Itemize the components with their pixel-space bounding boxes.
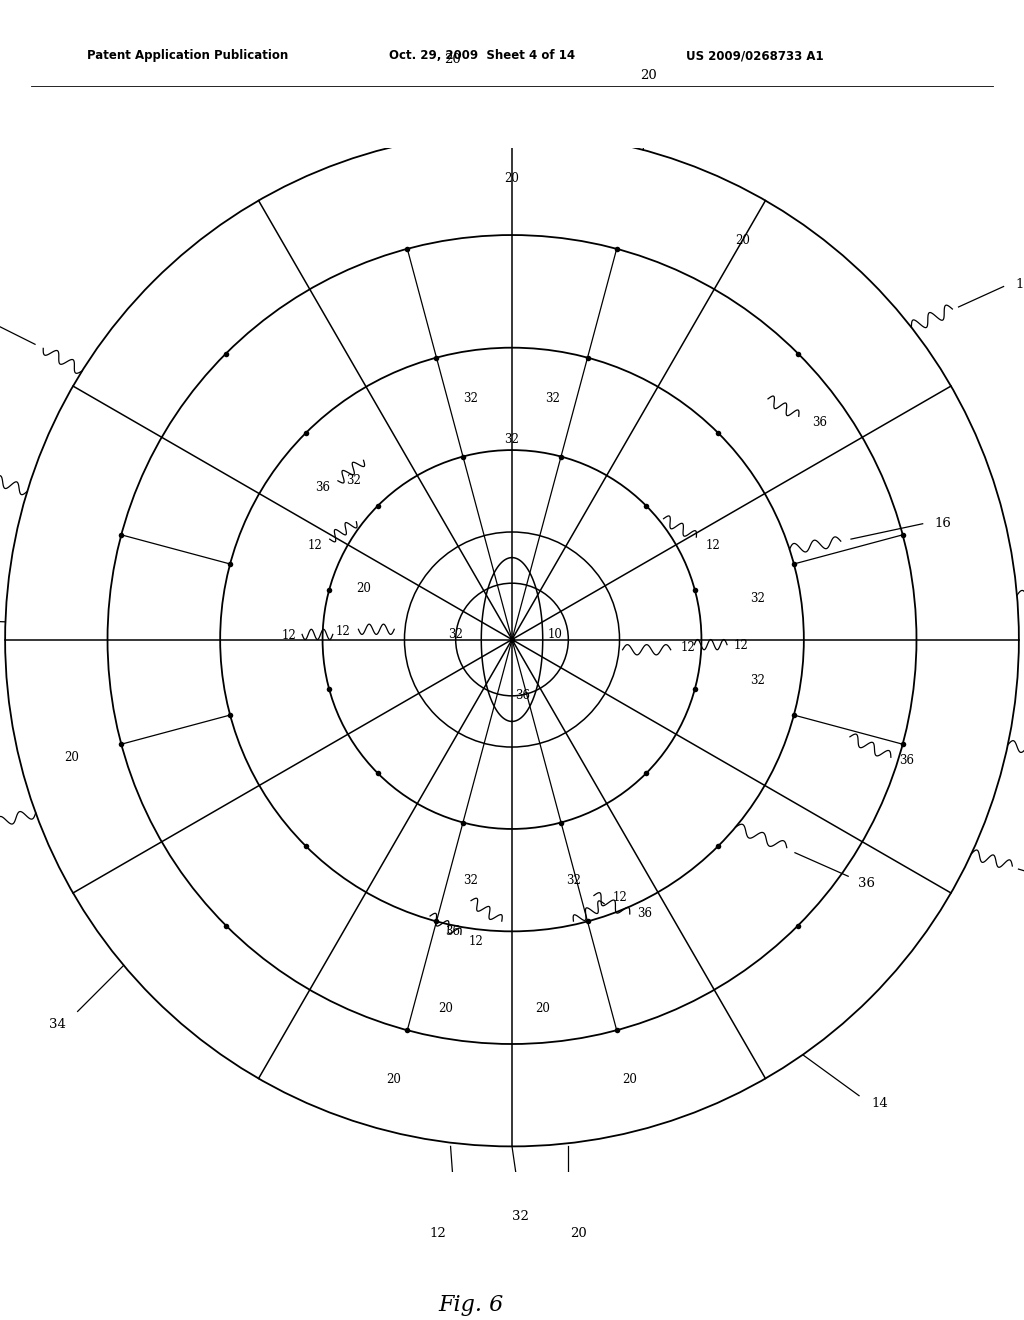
Text: 12: 12 [308, 539, 323, 552]
Text: US 2009/0268733 A1: US 2009/0268733 A1 [686, 49, 823, 62]
Text: 14: 14 [871, 1097, 888, 1110]
Text: 12: 12 [734, 639, 749, 652]
Text: 36: 36 [812, 416, 826, 429]
Text: 32: 32 [449, 628, 463, 642]
Text: 12: 12 [469, 935, 483, 948]
Text: 32: 32 [505, 433, 519, 446]
Text: 12: 12 [282, 628, 296, 642]
Text: 12: 12 [430, 1228, 446, 1239]
Text: 20: 20 [536, 1002, 550, 1015]
Text: 20: 20 [438, 1002, 453, 1015]
Text: 12: 12 [612, 891, 627, 904]
Text: Fig. 6: Fig. 6 [438, 1294, 504, 1316]
Text: 36: 36 [445, 925, 460, 937]
Text: 36: 36 [638, 907, 652, 920]
Text: 12: 12 [1016, 279, 1024, 290]
Text: 32: 32 [464, 392, 478, 405]
Text: 20: 20 [356, 582, 371, 595]
Text: 20: 20 [623, 1073, 637, 1086]
Text: 32: 32 [751, 593, 765, 605]
Text: 16: 16 [935, 517, 951, 531]
Text: 36: 36 [315, 482, 330, 495]
Text: 12: 12 [336, 624, 350, 638]
Text: 34: 34 [49, 1018, 66, 1031]
Text: 20: 20 [443, 53, 461, 66]
Text: 20: 20 [387, 1073, 401, 1086]
Text: 36: 36 [899, 754, 913, 767]
Text: 20: 20 [505, 172, 519, 185]
Text: 32: 32 [566, 874, 581, 887]
Text: 32: 32 [546, 392, 560, 405]
Text: Oct. 29, 2009  Sheet 4 of 14: Oct. 29, 2009 Sheet 4 of 14 [389, 49, 575, 62]
Text: 20: 20 [65, 751, 79, 764]
Text: 32: 32 [512, 1209, 528, 1222]
Text: 12: 12 [706, 539, 720, 552]
Text: 10: 10 [548, 628, 562, 642]
Text: 20: 20 [570, 1228, 587, 1239]
Text: 20: 20 [735, 234, 750, 247]
Text: Patent Application Publication: Patent Application Publication [87, 49, 289, 62]
Text: 32: 32 [464, 874, 478, 887]
Text: 20: 20 [640, 69, 656, 82]
Text: 12: 12 [681, 642, 695, 655]
Text: 36: 36 [515, 689, 529, 702]
Text: 36: 36 [858, 876, 876, 890]
Text: 32: 32 [346, 474, 360, 487]
Text: 32: 32 [751, 675, 765, 686]
